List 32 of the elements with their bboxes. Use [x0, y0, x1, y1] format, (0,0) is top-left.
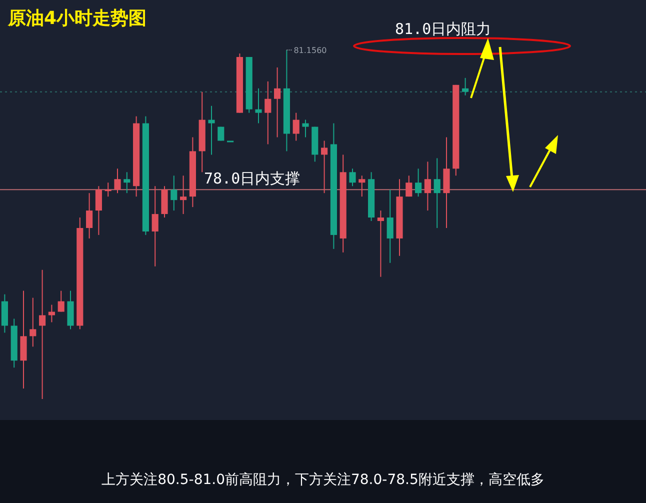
candlestick — [152, 186, 158, 267]
candlestick — [415, 168, 422, 198]
candlestick — [114, 168, 121, 194]
text: 上方关注80.5-81.0前高阻力，下方关注78.0-78.5附近支撑，高空低多 — [102, 472, 544, 488]
text: 81.0日内阻力 — [395, 20, 492, 38]
chart-title: 原油4小时走势图 — [7, 8, 147, 29]
candlestick — [124, 172, 130, 194]
candlestick — [104, 182, 112, 198]
candlestick — [180, 175, 187, 215]
candlestick — [292, 112, 300, 142]
candlestick — [274, 66, 281, 138]
annotation: 81.1560 — [294, 46, 327, 55]
candlestick — [349, 168, 356, 187]
candlestick — [406, 175, 412, 198]
candlestick — [86, 192, 93, 239]
candlestick — [30, 297, 36, 348]
candlestick — [208, 105, 215, 156]
candlestick — [302, 119, 309, 138]
candlestick — [462, 77, 469, 96]
candlestick — [95, 186, 102, 236]
candlestick — [424, 161, 431, 212]
candlestick — [377, 210, 384, 278]
candlestick — [58, 290, 64, 312]
ref-line-label: 78.0日内支撑 — [204, 170, 300, 188]
candlestick — [170, 175, 178, 212]
candlestick — [39, 269, 46, 400]
candlestick — [264, 80, 272, 145]
candlestick — [321, 140, 328, 194]
candlestick — [358, 175, 366, 198]
candlestick — [434, 158, 440, 228]
candlestick — [386, 189, 394, 264]
candlestick — [255, 88, 262, 124]
